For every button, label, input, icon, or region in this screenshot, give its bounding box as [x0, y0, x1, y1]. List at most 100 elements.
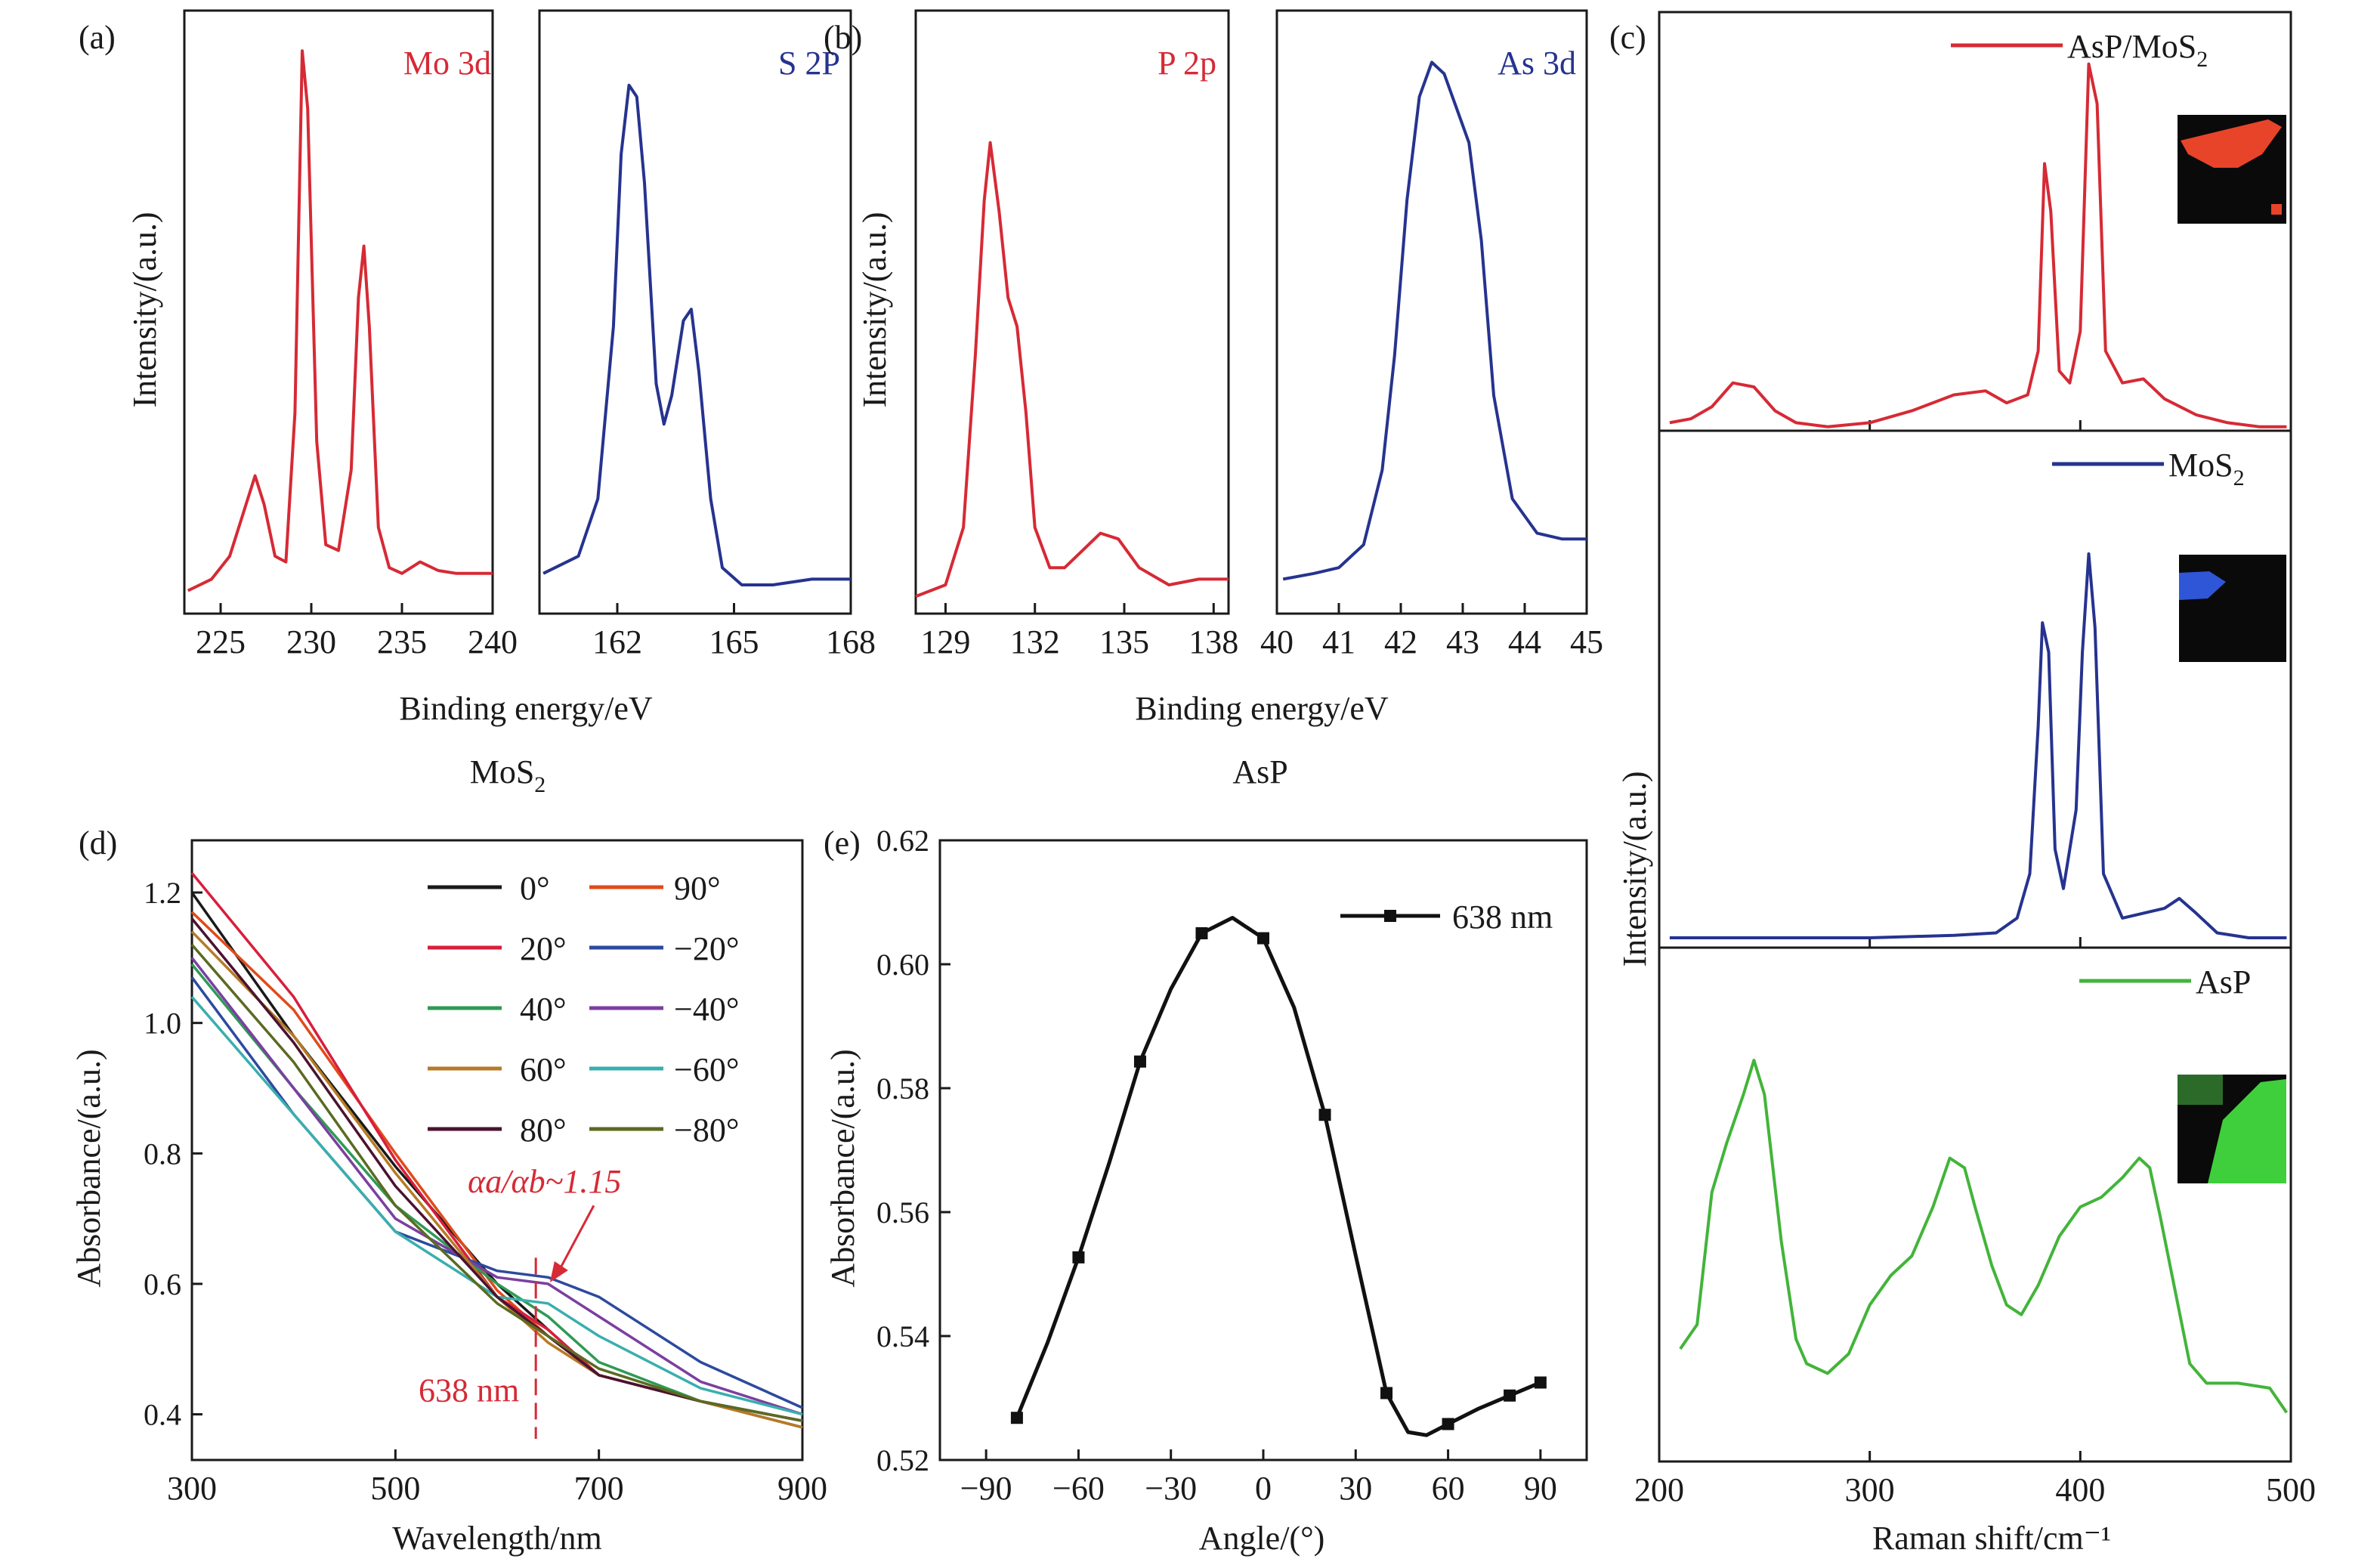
absorbance-spectra-xlabel: Wavelength/nm — [392, 1520, 602, 1557]
absorbance_angle-ytick-label: 0.60 — [876, 948, 929, 982]
as3d-xtick-label: 44 — [1508, 623, 1541, 660]
as3d-frame — [1275, 9, 1588, 615]
absorbance_spectra-xtick-label: 300 — [167, 1470, 217, 1507]
absorbance_angle-ytick-label: 0.54 — [876, 1319, 929, 1353]
absorbance-angle-xlabel: Angle/(°) — [1199, 1520, 1325, 1557]
absorbance_angle-marker — [1442, 1418, 1454, 1431]
as3d-xtick-label: 40 — [1260, 623, 1294, 660]
mo3d-plot: 225 230 235 240 — [183, 9, 518, 660]
xps-mo3d-panel: (a) Intensity/(a.u.) Mo 3d 225 230 235 240 — [79, 9, 518, 660]
panel-label-a: (a) — [79, 19, 116, 56]
absorbance_angle-ytick-label: 0.56 — [876, 1195, 929, 1229]
absorbance_spectra-legend-label: −80° — [674, 1112, 739, 1149]
raman-xlabel: Raman shift/cm⁻¹ — [1872, 1520, 2111, 1557]
absorbance_spectra-legend-label: −60° — [674, 1051, 739, 1088]
absorbance-spectra-panel: (d) Absorbance/(a.u.) 300 500 700 900 0.4 0.6… — [70, 824, 827, 1557]
absorbance_angle-xtick-label: −60 — [1052, 1470, 1105, 1507]
absorbance_angle-xtick-label: 30 — [1339, 1470, 1372, 1507]
absorbance_angle-xtick-label: 0 — [1255, 1470, 1272, 1507]
raman_asp-curve — [1679, 1059, 2289, 1414]
p2p-xtick-label: 138 — [1188, 623, 1238, 660]
absorbance_spectra-ratio-label: αa/αb~1.15 — [468, 1163, 621, 1200]
absorbance_spectra-ytick-label: 1.2 — [144, 876, 181, 910]
absorbance_angle-marker — [1072, 1251, 1085, 1264]
p2p-title: P 2p — [1158, 45, 1216, 82]
absorbance_spectra-ytick-label: 0.6 — [144, 1267, 181, 1301]
absorbance_spectra-xtick-label: 700 — [574, 1470, 624, 1507]
raman_asp-xtick-label: 400 — [2055, 1471, 2105, 1508]
absorbance-angle-ylabel: Absorbance/(a.u.) — [824, 1049, 861, 1287]
absorbance_angle-ytick-label: 0.62 — [876, 824, 929, 858]
raman_asp-inset-edge — [2178, 1075, 2223, 1105]
absorbance_spectra-xtick-label: 500 — [370, 1470, 420, 1507]
absorbance_angle-legend-marker — [1384, 910, 1396, 922]
absorbance_spectra-ytick-label: 0.8 — [144, 1137, 181, 1171]
mo3d-frame — [183, 9, 494, 615]
p2p-xtick-label: 135 — [1099, 623, 1149, 660]
absorbance_angle-marker — [1318, 1109, 1331, 1121]
raman_asp_mos2-curve — [1669, 62, 2287, 428]
mo3d-title: Mo 3d — [403, 45, 491, 82]
absorbance_spectra-ratio-arrow — [555, 1205, 595, 1277]
as3d-xtick-label: 45 — [1570, 623, 1603, 660]
raman_asp_mos2-legend-label: AsP/MoS2 — [2067, 28, 2208, 72]
raman_asp-inset-flake — [2208, 1079, 2286, 1183]
raman-panel: (c) Intensity/(a.u.) AsP/MoS2 MoS2 200 30… — [1609, 11, 2316, 1557]
absorbance_angle-ytick-label: 0.58 — [876, 1072, 929, 1106]
raman_mos2-inset-map — [2179, 555, 2286, 662]
absorbance_angle-marker — [1504, 1389, 1516, 1402]
absorbance-angle-panel: (e) Absorbance/(a.u.) −90 −60 −30 0 30 60 90 0.… — [824, 824, 1588, 1557]
raman_mos2-curve — [1669, 552, 2287, 939]
absorbance_spectra-wavelength-label: 638 nm — [419, 1372, 519, 1409]
xps-xlabel-right: Binding energy/eV — [1135, 690, 1388, 727]
xps-as3d-panel: As 3d 40 41 42 43 44 45 — [1260, 9, 1603, 660]
s2p-xtick-label: 165 — [709, 623, 759, 660]
s2p-xtick-label: 162 — [592, 623, 642, 660]
absorbance_angle-marker — [1534, 1376, 1547, 1389]
absorbance_spectra-legend-label: 90° — [674, 870, 721, 907]
panel-label-e: (e) — [824, 824, 861, 861]
absorbance_spectra-legend-label: 80° — [520, 1112, 567, 1149]
absorbance_spectra-legend-label: 0° — [520, 870, 550, 907]
raman_mos2-legend-label: MoS2 — [2168, 447, 2245, 490]
mo3d-curve — [187, 49, 493, 592]
p2p-curve — [915, 141, 1229, 599]
raman_asp-frame — [1658, 946, 2292, 1463]
absorbance_angle-xtick-label: −30 — [1145, 1470, 1197, 1507]
as3d-xtick-label: 42 — [1384, 623, 1417, 660]
absorbance-angle-plot: −90 −60 −30 0 30 60 90 0.52 0.54 0.56 0.58 0.60 0.62… — [876, 824, 1588, 1507]
xps-ylabel-left: Intensity/(a.u.) — [126, 212, 163, 407]
absorbance-spectra-plot: 300 500 700 900 0.4 0.6 0.8 1.0 1.2 0° 90° 20° −20° 4… — [144, 839, 827, 1507]
absorbance_spectra-ratio-arrowhead — [549, 1260, 568, 1282]
absorbance_angle-xtick-label: 60 — [1432, 1470, 1465, 1507]
mo3d-xtick-label: 225 — [196, 623, 246, 660]
s2p-xtick-label: 168 — [826, 623, 876, 660]
absorbance_spectra-curve — [190, 996, 803, 1416]
p2p-xtick-label: 129 — [920, 623, 970, 660]
absorbance_spectra-legend-label: 40° — [520, 991, 567, 1028]
as3d-xtick-label: 41 — [1322, 623, 1355, 660]
group-label-mos2: MoS2 — [470, 753, 546, 797]
raman_asp_mos2-inset-flake — [2181, 119, 2282, 168]
absorbance_angle-marker — [1010, 1412, 1023, 1424]
absorbance_angle-marker — [1380, 1387, 1393, 1400]
absorbance_spectra-curve — [190, 957, 803, 1416]
mo3d-xtick-label: 230 — [286, 623, 336, 660]
as3d-plot: 40 41 42 43 44 45 — [1260, 9, 1603, 660]
p2p-frame — [914, 9, 1230, 615]
absorbance_angle-ytick-label: 0.52 — [876, 1443, 929, 1477]
as3d-xtick-label: 43 — [1446, 623, 1479, 660]
raman_asp-xtick-label: 300 — [1845, 1471, 1895, 1508]
s2p-curve — [542, 83, 851, 586]
mo3d-xtick-label: 235 — [377, 623, 427, 660]
xps-s2p-panel: S 2P 162 165 168 — [538, 9, 876, 660]
group-label-asp: AsP — [1232, 753, 1287, 790]
absorbance_spectra-ytick-label: 1.0 — [144, 1007, 181, 1041]
absorbance_angle-marker — [1257, 932, 1269, 945]
raman_asp-legend-label: AsP — [2196, 963, 2251, 1001]
raman-asp-mos2-plot: AsP/MoS2 — [1658, 11, 2292, 432]
xps-ylabel-right: Intensity/(a.u.) — [856, 212, 893, 407]
absorbance_spectra-xtick-label: 900 — [777, 1470, 827, 1507]
absorbance_angle-legend-label: 638 nm — [1452, 899, 1553, 936]
